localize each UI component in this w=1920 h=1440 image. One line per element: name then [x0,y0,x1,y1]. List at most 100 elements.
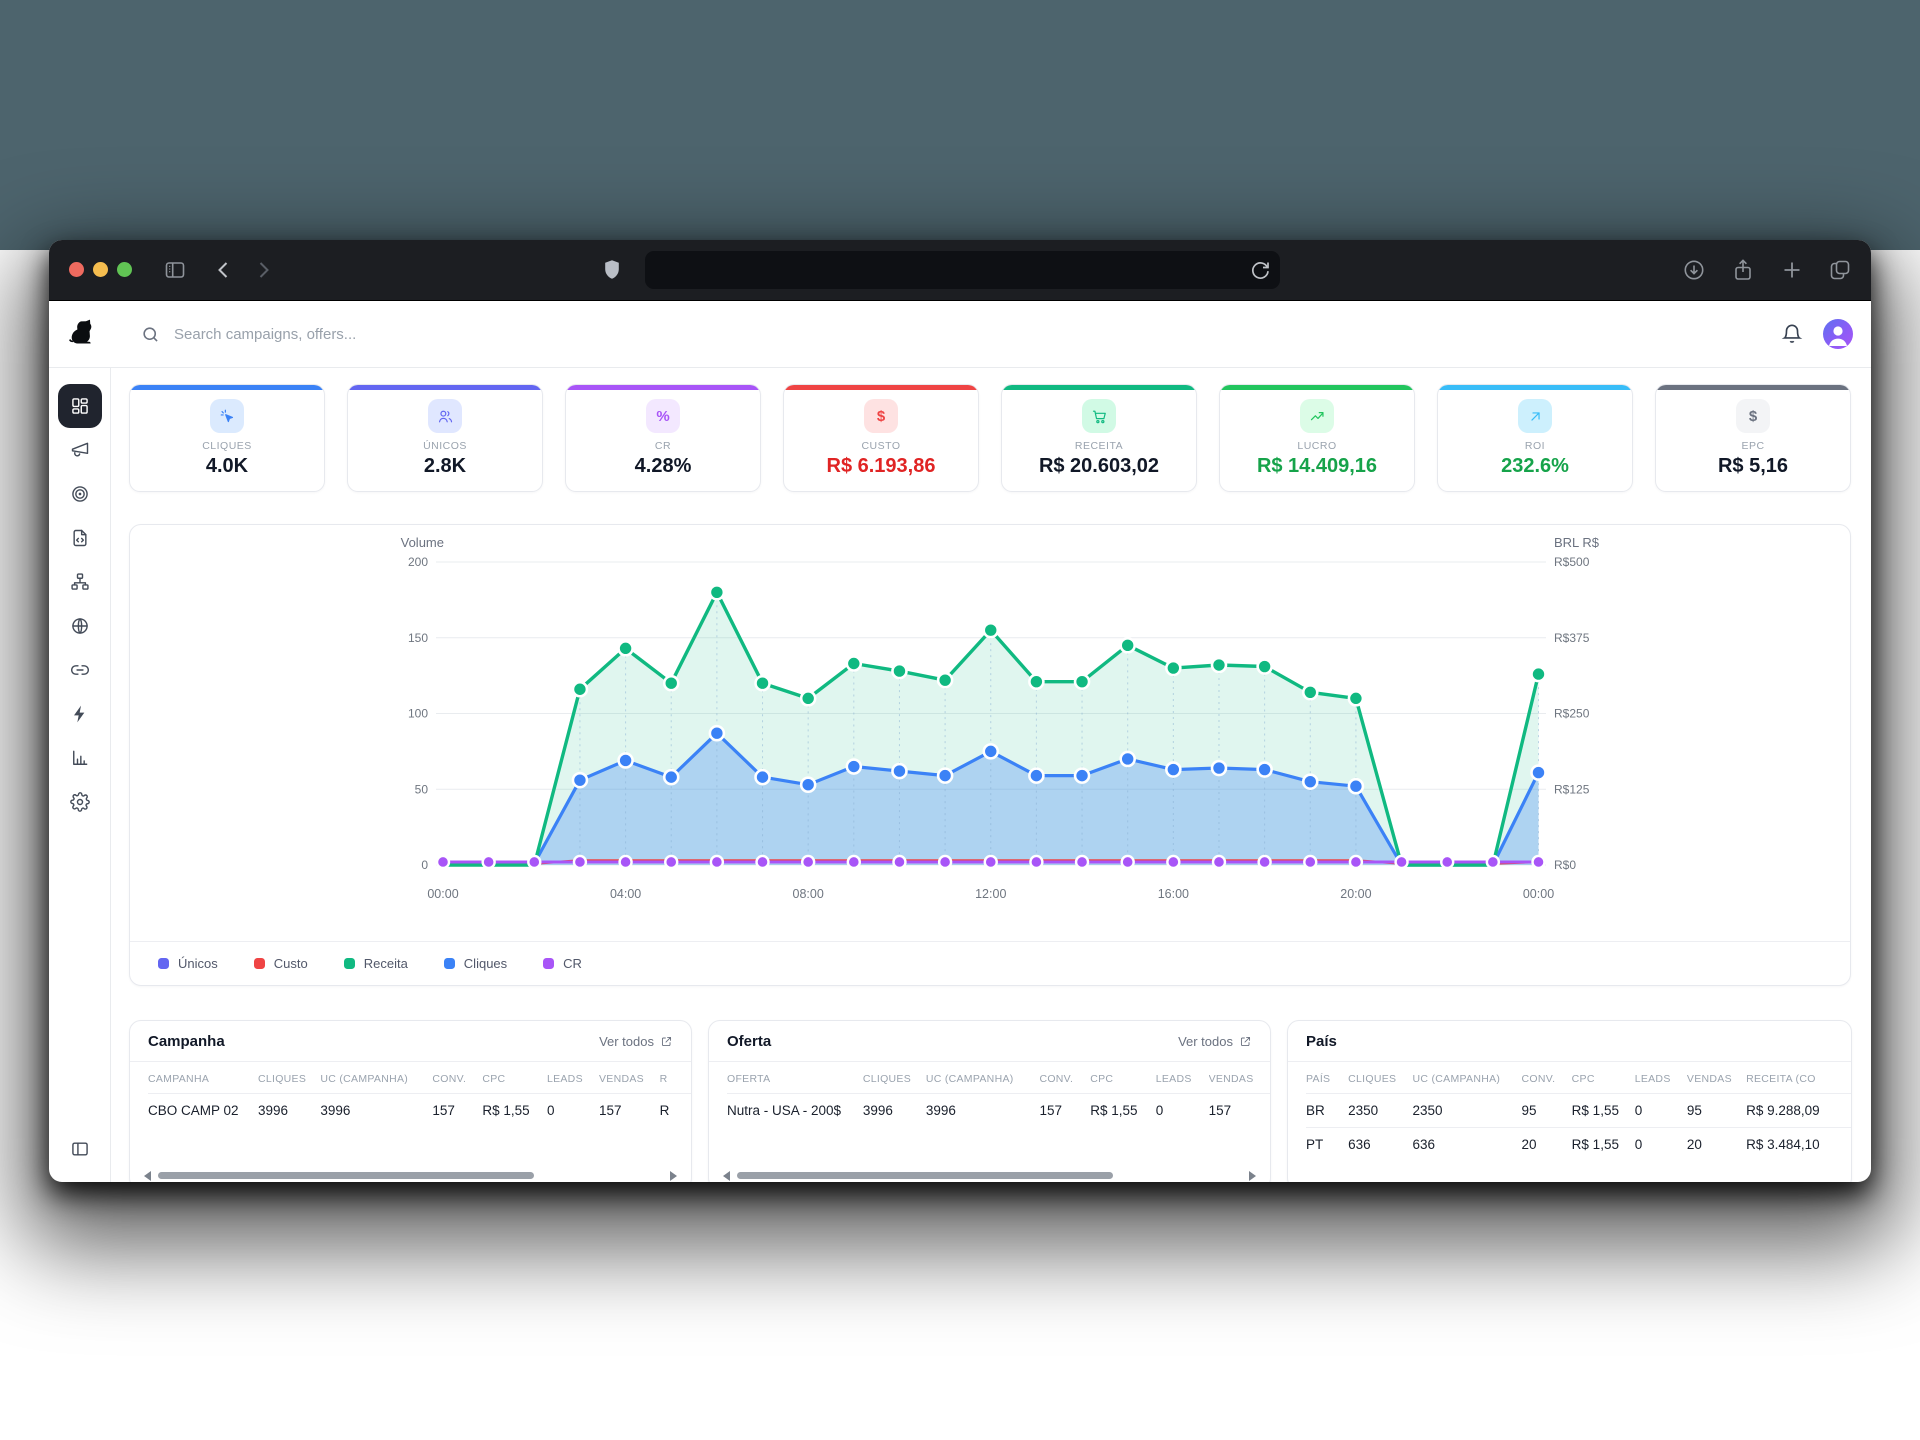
search-input[interactable] [172,324,596,344]
table-row[interactable]: CBO CAMP 02 3996 3996 157 R$ 1,55 0 157 R [148,1093,691,1127]
reload-icon[interactable] [1248,258,1272,282]
table-cell: R$ 1,55 [1571,1127,1635,1161]
back-button[interactable] [212,258,236,282]
ver-todos-link[interactable]: Ver todos [1178,1034,1252,1049]
scrollbar-thumb[interactable] [158,1172,534,1179]
table-cell: R$ 9.288,09 [1746,1093,1851,1128]
url-bar[interactable] [645,251,1280,289]
column-header: CAMPANHA [148,1073,210,1085]
column-header: CONV. [1521,1073,1556,1085]
sidebar-item-postbacks[interactable] [58,516,102,560]
sidebar-item-automation[interactable] [58,692,102,736]
sidebar-item-flows[interactable] [58,560,102,604]
kpi-value: R$ 6.193,86 [826,455,936,477]
gear-icon [69,792,90,812]
kpi-card-cr: % CR 4.28% [565,384,761,492]
shield-icon[interactable] [600,258,624,282]
dog-logo[interactable] [66,319,94,347]
table-cell: 636 [1412,1127,1522,1161]
kpi-card-lucro: LUCRO R$ 14.409,16 [1219,384,1415,492]
column-header: OFERTA [727,1073,771,1085]
legend-item-unicos[interactable]: Únicos [158,956,218,971]
horizontal-scrollbar[interactable] [723,1170,1256,1182]
chart-legend: Únicos Custo Receita Cliques CR [130,941,1850,985]
card-header: País [1288,1021,1851,1062]
table-row[interactable]: Nutra - USA - 200$ 3996 3996 157 R$ 1,55 0 157 [727,1093,1270,1127]
arrow-up-right-icon [1518,399,1552,433]
svg-text:100: 100 [408,707,428,721]
app-sidebar [49,368,111,1182]
column-header: R [659,1073,668,1085]
svg-text:150: 150 [408,631,428,645]
legend-item-receita[interactable]: Receita [343,956,408,971]
search-icon [143,326,158,342]
legend-item-cliques[interactable]: Cliques [443,956,508,971]
table-cell: R$ 3.484,10 [1746,1127,1851,1161]
campanha-card: Campanha Ver todos CAMPANHA CLIQUES UC (CAMP… [129,1020,692,1182]
scroll-left-arrow[interactable] [723,1171,730,1181]
column-header: CPC [482,1073,506,1085]
kpi-label: RECEITA [1074,440,1124,452]
maximize-window-button[interactable] [117,262,132,277]
close-window-button[interactable] [69,262,84,277]
downloads-icon[interactable] [1682,258,1706,282]
browser-sidebar-toggle-icon[interactable] [163,258,187,282]
percent-icon: % [646,399,680,433]
legend-item-cr[interactable]: CR [543,956,582,971]
column-header: VENDAS [1208,1073,1254,1085]
kpi-accent-bar [130,385,324,390]
horizontal-scrollbar[interactable] [144,1170,677,1182]
kpi-card-cliques: CLIQUES 4.0K [129,384,325,492]
sidebar-item-campaigns[interactable] [58,428,102,472]
table-row[interactable]: BR 2350 2350 95 R$ 1,55 0 95 R$ 9.288,09 [1306,1093,1851,1128]
scroll-right-arrow[interactable] [670,1171,677,1181]
tab-overview-icon[interactable] [1828,258,1852,282]
zap-icon [70,704,90,724]
kpi-label: CR [654,440,672,452]
panel-left-icon [70,1139,90,1159]
notifications-bell-icon[interactable] [1781,323,1803,345]
sidebar-item-settings[interactable] [58,780,102,824]
minimize-window-button[interactable] [93,262,108,277]
svg-text:R$125: R$125 [1554,782,1590,796]
legend-label: Receita [363,956,408,971]
sidebar-item-links[interactable] [58,648,102,692]
cart-icon [1082,399,1116,433]
sidebar-item-reports[interactable] [58,736,102,780]
table-cell: 3996 [925,1093,1040,1127]
kpi-accent-bar [784,385,978,390]
sidebar-collapse-button[interactable] [58,1127,102,1171]
ver-todos-link[interactable]: Ver todos [599,1034,673,1049]
url-input[interactable] [645,251,1280,289]
card-header: Campanha Ver todos [130,1021,691,1062]
column-header: CONV. [1039,1073,1074,1085]
svg-text:R$250: R$250 [1554,707,1590,721]
table-cell: PT [1306,1127,1349,1161]
table-cell: R$ 1,55 [1090,1093,1156,1127]
legend-label: Cliques [463,956,508,971]
card-title: Oferta [727,1033,772,1050]
scroll-left-arrow[interactable] [144,1171,151,1181]
new-tab-icon[interactable] [1780,258,1804,282]
sidebar-item-dashboard[interactable] [57,384,102,428]
column-header: LEADS [1155,1073,1192,1085]
forward-button[interactable] [251,258,275,282]
column-header: VENDAS [598,1073,644,1085]
table-row[interactable]: PT 636 636 20 R$ 1,55 0 20 R$ 3.484,10 [1306,1127,1851,1161]
scroll-right-arrow[interactable] [1249,1171,1256,1181]
browser-window: CLIQUES 4.0K ÚNICOS 2.8K% CR 4.28% $ CUSTO R$ 6.… [49,240,1871,1182]
scrollbar-thumb[interactable] [737,1172,1113,1179]
share-icon[interactable] [1731,258,1755,282]
svg-text:08:00: 08:00 [793,887,824,901]
sidebar-item-domains[interactable] [58,604,102,648]
bar-chart-icon [70,748,90,768]
megaphone-icon [70,440,90,460]
sidebar-item-offers[interactable] [58,472,102,516]
table-cell: 20 [1521,1127,1572,1161]
user-avatar[interactable] [1823,319,1853,349]
oferta-card: Oferta Ver todos OFERTA CLIQUES UC (CAMPANHA… [708,1020,1271,1182]
chart-canvas: Volume BRL R$ 0 R$0 50 R$125 100 R$250 150 R$375 2… [401,535,1600,901]
kpi-card-custo: $ CUSTO R$ 6.193,86 [783,384,979,492]
legend-item-custo[interactable]: Custo [253,956,308,971]
kpi-accent-bar [1656,385,1850,390]
